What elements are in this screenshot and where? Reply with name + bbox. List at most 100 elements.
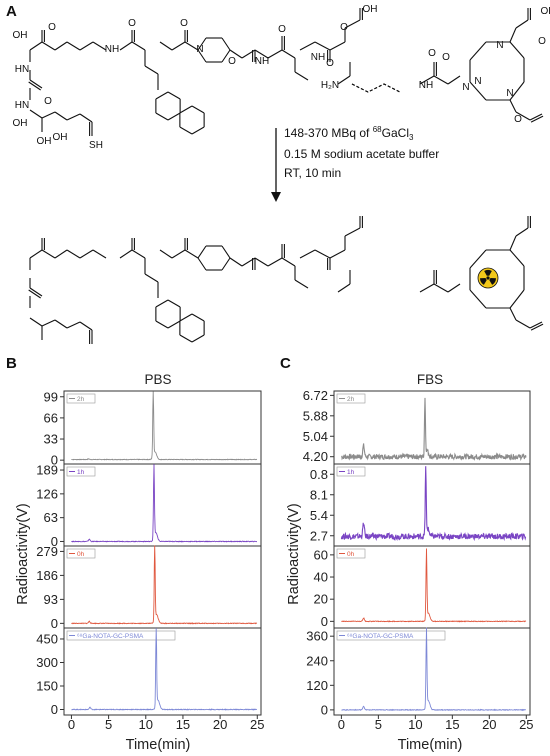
panel-label-b: B bbox=[6, 355, 17, 372]
chromatogram-trace bbox=[71, 545, 258, 625]
atom-label: OH bbox=[13, 118, 28, 129]
legend-entry: 1h bbox=[336, 466, 366, 477]
y-tick-label: 0 bbox=[51, 534, 58, 549]
atom-label: O bbox=[228, 56, 236, 67]
legend-entry: 0h bbox=[66, 548, 96, 559]
chromatogram-trace bbox=[71, 464, 257, 543]
x-tick-label: 5 bbox=[105, 717, 112, 732]
x-tick-label: 15 bbox=[445, 717, 459, 732]
condition-line-2: 0.15 M sodium acetate buffer bbox=[284, 147, 439, 161]
x-tick-label: 0 bbox=[338, 717, 345, 732]
y-tick-label: 360 bbox=[306, 629, 328, 644]
y-tick-label: 450 bbox=[36, 631, 58, 646]
atom-label: NH bbox=[105, 44, 119, 55]
y-tick-label: 279 bbox=[36, 544, 58, 559]
legend-entry: 0h bbox=[336, 548, 366, 559]
atom-label: NH bbox=[419, 80, 433, 91]
atom-label: O bbox=[180, 18, 188, 29]
legend-entry: 1h bbox=[66, 466, 96, 477]
atom-label: HN bbox=[15, 100, 29, 111]
atom-label: HN bbox=[15, 64, 29, 75]
atom-label: N bbox=[474, 76, 481, 87]
x-axis-title-pbs: Time(min) bbox=[126, 737, 191, 753]
chromatogram-trace bbox=[340, 466, 527, 542]
y-tick-label: 40 bbox=[314, 570, 328, 585]
panel-label-c: C bbox=[280, 355, 291, 372]
atom-label: O bbox=[514, 114, 522, 125]
y-tick-label: 0.8 bbox=[310, 467, 328, 482]
chromatogram-trace bbox=[71, 391, 258, 461]
condition-line-1: 148-370 MBq of 68GaCl3 bbox=[284, 125, 414, 142]
atom-label: N bbox=[462, 82, 469, 93]
x-tick-label: 0 bbox=[68, 717, 75, 732]
atom-label: O bbox=[48, 22, 56, 33]
chromatogram-trace bbox=[71, 628, 257, 711]
reaction-arrow bbox=[271, 128, 281, 202]
y-tick-label: 120 bbox=[306, 678, 328, 693]
y-tick-label: 93 bbox=[44, 592, 58, 607]
y-tick-label: 2.7 bbox=[310, 528, 328, 543]
condition-line-3: RT, 10 min bbox=[284, 166, 341, 180]
atom-label: NH bbox=[311, 52, 325, 63]
y-tick-label: 0 bbox=[51, 453, 58, 468]
y-tick-label: 0 bbox=[321, 614, 328, 629]
y-tick-label: 33 bbox=[44, 432, 58, 447]
atom-label: O bbox=[128, 18, 136, 29]
x-tick-label: 25 bbox=[519, 717, 533, 732]
y-tick-label: 300 bbox=[36, 655, 58, 670]
y-tick-label: 5.4 bbox=[310, 508, 328, 523]
atom-label: N bbox=[196, 44, 203, 55]
legend-label: ⁶⁸Ga-NOTA-GC-PSMA bbox=[77, 633, 144, 640]
legend-label: 2h bbox=[347, 396, 355, 403]
legend-entry: ⁶⁸Ga-NOTA-GC-PSMA bbox=[336, 630, 446, 641]
legend-label: 0h bbox=[347, 551, 355, 558]
legend-entry: ⁶⁸Ga-NOTA-GC-PSMA bbox=[66, 630, 176, 641]
chromatogram-fbs: 4.20 5.04 5.88 6.72 2h 2.7 5.4 8.1 0.8 1h 0 20 40 60 0… bbox=[303, 388, 534, 732]
x-tick-label: 20 bbox=[482, 717, 496, 732]
legend-label: 0h bbox=[77, 551, 85, 558]
x-axis-title-fbs: Time(min) bbox=[398, 737, 463, 753]
atom-label: O bbox=[340, 22, 348, 33]
atom-label: OH bbox=[13, 30, 28, 41]
x-tick-label: 5 bbox=[375, 717, 382, 732]
atom-label: SH bbox=[89, 140, 103, 151]
y-tick-label: 5.04 bbox=[303, 429, 328, 444]
chromatogram-trace bbox=[341, 627, 527, 712]
y-tick-label: 240 bbox=[306, 653, 328, 668]
y-tick-label: 5.88 bbox=[303, 408, 328, 423]
y-tick-label: 6.72 bbox=[303, 388, 328, 403]
y-tick-label: 20 bbox=[314, 592, 328, 607]
chart-title-pbs: PBS bbox=[144, 372, 171, 387]
y-tick-label: 189 bbox=[36, 463, 58, 478]
x-tick-label: 25 bbox=[250, 717, 264, 732]
atom-label: N bbox=[506, 88, 513, 99]
plot-frame bbox=[63, 390, 262, 716]
y-axis-title-fbs: Radioactivity(V) bbox=[286, 503, 302, 605]
y-tick-label: 4.20 bbox=[303, 449, 328, 464]
chart-title-fbs: FBS bbox=[417, 372, 443, 387]
atom-label: OH bbox=[37, 136, 52, 147]
y-tick-label: 0 bbox=[51, 702, 58, 717]
atom-label: O bbox=[428, 48, 436, 59]
y-tick-label: 186 bbox=[36, 568, 58, 583]
y-axis-title-pbs: Radioactivity(V) bbox=[15, 503, 31, 605]
y-tick-label: 66 bbox=[44, 410, 58, 425]
y-tick-label: 63 bbox=[44, 510, 58, 525]
legend-label: 1h bbox=[347, 469, 355, 476]
chromatogram-trace bbox=[341, 548, 527, 623]
y-tick-label: 8.1 bbox=[310, 487, 328, 502]
legend-label: 1h bbox=[77, 469, 85, 476]
atom-label: O bbox=[278, 24, 286, 35]
atom-label: OH bbox=[53, 132, 68, 143]
legend-label: 2h bbox=[77, 396, 85, 403]
atom-label: OH bbox=[541, 6, 550, 17]
legend-label: ⁶⁸Ga-NOTA-GC-PSMA bbox=[347, 633, 414, 640]
plot-frame bbox=[333, 390, 531, 716]
atom-label: NH bbox=[255, 56, 269, 67]
chromatogram-trace bbox=[341, 397, 527, 462]
atom-label: O bbox=[326, 58, 334, 69]
y-tick-label: 0 bbox=[321, 702, 328, 717]
reaction-scheme: OHHNHNONHONONHONHOHOONHONOOHOOHSHH₂NNNNO… bbox=[13, 4, 550, 344]
